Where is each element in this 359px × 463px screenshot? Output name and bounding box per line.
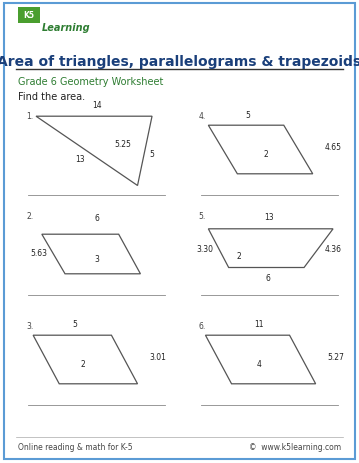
Text: 5.25: 5.25	[115, 139, 131, 148]
Text: K5: K5	[23, 12, 34, 20]
Text: 3: 3	[94, 255, 99, 263]
Text: 5.27: 5.27	[327, 352, 344, 362]
Text: 6.: 6.	[199, 321, 206, 330]
Text: 3.01: 3.01	[149, 352, 166, 362]
Text: 5: 5	[245, 111, 250, 119]
Text: Area of triangles, parallelograms & trapezoids: Area of triangles, parallelograms & trap…	[0, 55, 359, 69]
Text: 4.36: 4.36	[325, 244, 342, 254]
Text: 4.65: 4.65	[324, 143, 341, 152]
Text: Find the area.: Find the area.	[18, 92, 85, 102]
Text: 2.: 2.	[27, 212, 33, 220]
Text: 5: 5	[149, 150, 154, 159]
Text: 3.: 3.	[27, 321, 34, 330]
Text: 6: 6	[265, 273, 270, 282]
Text: 6: 6	[94, 214, 99, 223]
Text: 2: 2	[237, 252, 241, 261]
Text: 3.30: 3.30	[197, 244, 214, 254]
Text: 4.: 4.	[199, 112, 206, 121]
Text: 4: 4	[257, 360, 262, 369]
Text: 2: 2	[264, 150, 269, 159]
Text: 1.: 1.	[27, 112, 33, 121]
Text: 5.63: 5.63	[30, 248, 47, 257]
Text: 2: 2	[80, 360, 85, 369]
Bar	[18, 8, 40, 24]
Text: 11: 11	[254, 319, 264, 328]
Text: 13: 13	[75, 155, 84, 163]
Text: Grade 6 Geometry Worksheet: Grade 6 Geometry Worksheet	[18, 77, 163, 87]
Text: 5.: 5.	[199, 212, 206, 220]
Text: Online reading & math for K-5: Online reading & math for K-5	[18, 443, 132, 451]
Text: 5: 5	[73, 319, 78, 328]
Text: ©  www.k5learning.com: © www.k5learning.com	[249, 443, 341, 451]
Text: 13: 13	[265, 212, 274, 221]
Text: Learning: Learning	[42, 23, 90, 33]
Text: 14: 14	[92, 101, 102, 110]
